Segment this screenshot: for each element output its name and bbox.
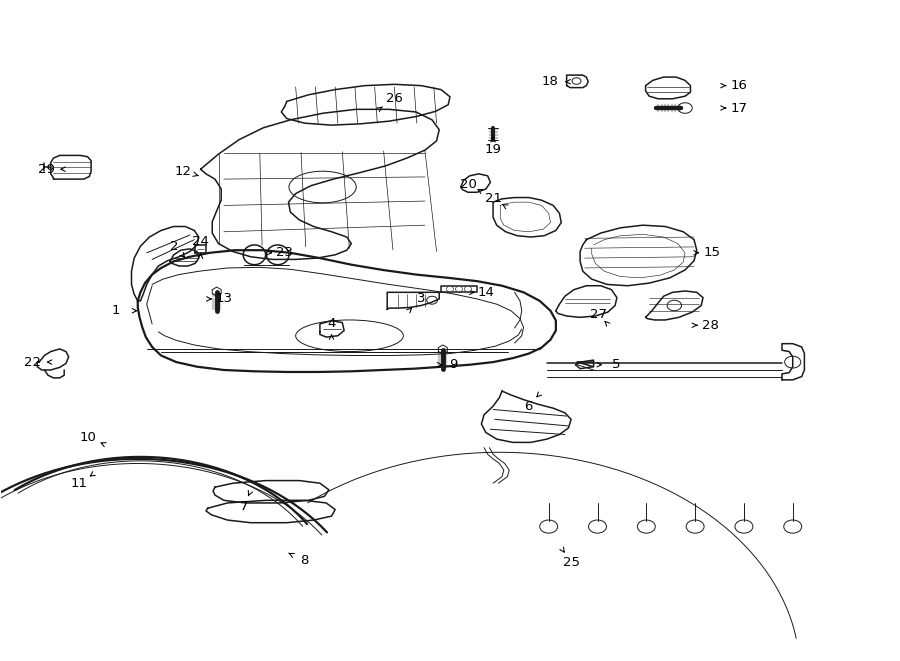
Text: 1: 1 bbox=[112, 304, 121, 317]
Text: 21: 21 bbox=[484, 192, 501, 206]
Text: 15: 15 bbox=[704, 247, 721, 259]
Text: 18: 18 bbox=[542, 75, 559, 88]
Text: 10: 10 bbox=[80, 430, 97, 444]
Text: 26: 26 bbox=[386, 93, 403, 105]
Text: 16: 16 bbox=[731, 79, 747, 92]
Text: 29: 29 bbox=[38, 163, 55, 176]
Circle shape bbox=[464, 286, 472, 292]
Text: 19: 19 bbox=[484, 143, 501, 156]
Text: 3: 3 bbox=[417, 292, 426, 305]
Circle shape bbox=[455, 286, 463, 292]
Text: 23: 23 bbox=[275, 247, 292, 259]
Text: 8: 8 bbox=[301, 555, 309, 567]
Text: 14: 14 bbox=[478, 286, 494, 299]
Text: 28: 28 bbox=[702, 319, 718, 332]
Text: 13: 13 bbox=[215, 292, 232, 305]
Text: 24: 24 bbox=[192, 235, 209, 248]
Text: 4: 4 bbox=[328, 317, 336, 330]
Text: 5: 5 bbox=[612, 358, 620, 371]
Text: 20: 20 bbox=[460, 178, 476, 191]
Text: 12: 12 bbox=[175, 165, 192, 178]
Text: 7: 7 bbox=[239, 500, 248, 514]
Text: 25: 25 bbox=[562, 556, 580, 568]
Circle shape bbox=[446, 286, 454, 292]
Text: 6: 6 bbox=[524, 400, 532, 412]
Text: 11: 11 bbox=[71, 477, 88, 490]
Text: 27: 27 bbox=[590, 307, 607, 321]
Text: 22: 22 bbox=[24, 356, 41, 369]
Text: 9: 9 bbox=[449, 358, 458, 371]
Text: 17: 17 bbox=[731, 102, 747, 114]
Text: 2: 2 bbox=[170, 240, 179, 253]
